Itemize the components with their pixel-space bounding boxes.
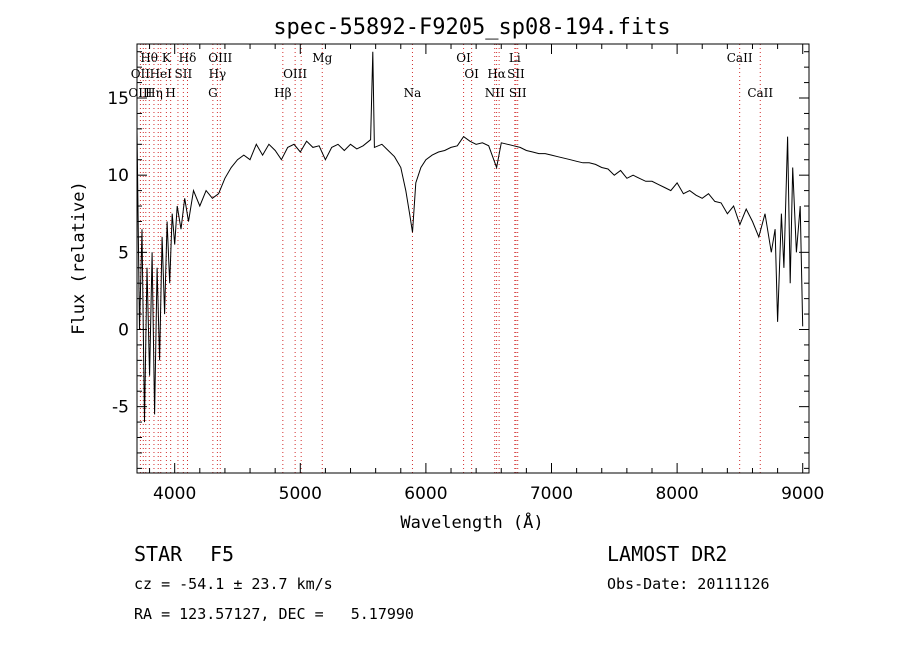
x-axis: 4000 5000 6000 7000 8000 9000 — [149, 44, 824, 504]
line-label: Li — [509, 51, 521, 65]
line-label: Mg — [312, 51, 332, 65]
coordinates-text: RA = 123.57127, DEC = 5.17990 — [134, 605, 414, 623]
line-label: HeI — [150, 67, 173, 81]
line-label: Hβ — [274, 86, 291, 100]
x-tick-label: 5000 — [279, 484, 322, 504]
line-label: OI — [456, 51, 471, 65]
plot-frame — [136, 43, 810, 474]
chart-title: spec-55892-F9205_sp08-194.fits — [273, 15, 670, 40]
y-axis-label: Flux (relative) — [69, 181, 89, 335]
object-subclass: F5 — [210, 542, 235, 566]
line-label: CaII — [747, 86, 773, 100]
line-label: CaII — [727, 51, 753, 65]
object-class: STAR — [134, 542, 183, 566]
x-tick-label: 7000 — [530, 484, 573, 504]
x-tick-label: 6000 — [404, 484, 447, 504]
line-label: OIII — [283, 67, 307, 81]
line-label: OI — [464, 67, 479, 81]
survey-name: LAMOST DR2 — [607, 542, 728, 566]
line-label: Hη — [145, 86, 163, 100]
line-label: Hδ — [179, 51, 197, 65]
y-tick-label: 0 — [118, 320, 129, 340]
line-label: OIII — [208, 51, 232, 65]
y-tick-label: 15 — [107, 89, 129, 109]
x-tick-label: 8000 — [655, 484, 698, 504]
x-tick-label: 9000 — [781, 484, 824, 504]
line-label: OIII — [128, 86, 152, 100]
line-label: H — [165, 86, 175, 100]
line-label: OII — [131, 67, 151, 81]
line-label: SII — [509, 86, 527, 100]
y-tick-label: -5 — [112, 398, 129, 418]
line-label: Hθ — [140, 51, 158, 65]
line-label: SII — [174, 67, 192, 81]
line-label: NII — [485, 86, 505, 100]
line-label: Hγ — [209, 67, 227, 81]
line-label: SII — [507, 67, 525, 81]
x-axis-label: Wavelength (Å) — [400, 511, 543, 533]
y-axis: -5 0 5 10 15 — [107, 51, 809, 469]
line-label: Hα — [487, 67, 506, 81]
line-label: G — [208, 86, 218, 100]
observation-date: Obs-Date: 20111126 — [607, 575, 770, 593]
line-label: K — [162, 51, 172, 65]
y-tick-label: 5 — [118, 243, 129, 263]
y-tick-label: 10 — [107, 166, 129, 186]
x-tick-label: 4000 — [153, 484, 196, 504]
line-label: Na — [404, 86, 422, 100]
redshift-text: cz = -54.1 ± 23.7 km/s — [134, 575, 333, 593]
reference-lines — [139, 44, 761, 473]
spectrum-line — [136, 51, 804, 423]
